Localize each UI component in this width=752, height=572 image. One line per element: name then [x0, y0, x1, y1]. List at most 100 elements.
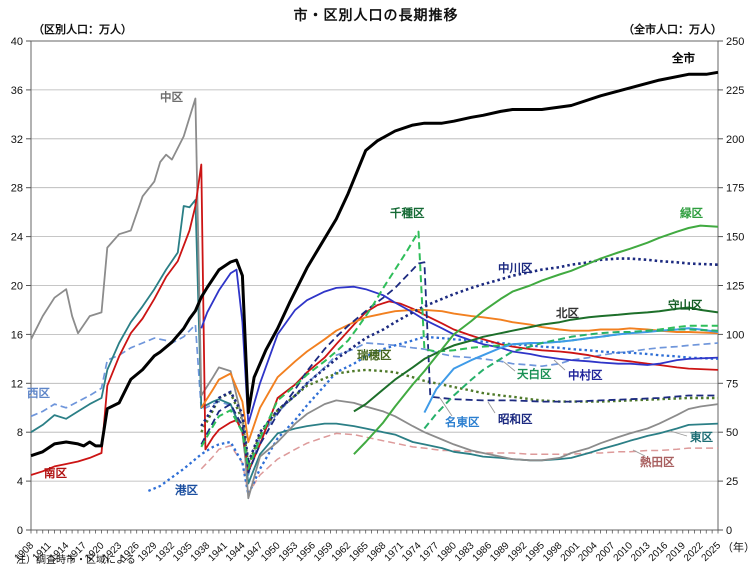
x-tick-label: 1932: [154, 540, 178, 564]
left-tick-label: 40: [11, 36, 23, 48]
series-label-chikusa: 千種区: [390, 206, 425, 220]
x-tick-label: 1938: [189, 540, 213, 564]
series-line-nishi: [30, 323, 719, 476]
series-line-higashi: [30, 198, 719, 485]
left-tick-label: 4: [17, 476, 23, 488]
series-label-nishi: 西区: [27, 387, 50, 400]
x-tick-label: 1971: [383, 540, 407, 564]
x-tick-label: 1956: [294, 540, 318, 564]
series-line-atsuta: [200, 432, 718, 495]
series-leader-meito: [439, 397, 453, 417]
right-tick-label: 100: [726, 329, 744, 341]
x-tick-label: 1977: [418, 540, 442, 564]
x-tick-label: 2007: [594, 540, 618, 564]
series-label-nakagawa: 中川区: [498, 261, 533, 275]
x-tick-label: 1965: [347, 540, 371, 564]
left-tick-label: 16: [11, 329, 23, 341]
x-tick-label: 1998: [541, 540, 565, 564]
series-line-mizuho: [200, 368, 718, 467]
series-line-tempaku: [423, 328, 719, 430]
left-tick-label: 36: [11, 85, 23, 97]
series-line-minami: [30, 163, 719, 476]
left-tick-label: 32: [11, 134, 23, 146]
series-line-nakagawa: [200, 257, 719, 465]
series-label-zenshi: 全市: [671, 51, 695, 65]
x-tick-label: 2001: [559, 540, 583, 564]
x-tick-label: 1983: [453, 540, 477, 564]
right-tick-label: 25: [726, 476, 738, 488]
x-tick-label: 1968: [365, 540, 389, 564]
left-tick-label: 24: [11, 232, 23, 244]
x-tick-label: 1962: [330, 540, 354, 564]
x-tick-label: 1935: [171, 540, 195, 564]
x-tick-label: 1947: [242, 540, 266, 564]
right-tick-label: 125: [726, 281, 744, 293]
right-tick-label: 150: [726, 232, 744, 244]
right-tick-label: 225: [726, 85, 744, 97]
right-tick-label: 0: [726, 525, 732, 537]
x-tick-label: 1992: [506, 540, 530, 564]
right-tick-label: 200: [726, 134, 744, 146]
x-tick-label: 2022: [682, 540, 706, 564]
x-tick-label: 2025: [700, 540, 724, 564]
x-tick-label: 1995: [523, 540, 547, 564]
series-label-higashi: 東区: [690, 430, 713, 444]
series-line-minato: [147, 335, 719, 496]
series-leader-tempaku: [503, 361, 516, 372]
x-tick-label: 1941: [206, 540, 230, 564]
x-tick-label: 1986: [471, 540, 495, 564]
series-line-nakamura: [200, 268, 719, 425]
series-label-showa: 昭和区: [498, 412, 533, 426]
right-tick-label: 75: [726, 378, 738, 390]
x-tick-label: 1953: [277, 540, 301, 564]
x-tick-label: 1959: [312, 540, 336, 564]
series-label-atsuta: 熱田区: [640, 455, 675, 469]
series-leader-atsuta: [632, 449, 646, 457]
footnote: 注）調査時市・区域による: [16, 555, 136, 566]
x-tick-label: 2016: [647, 540, 671, 564]
left-axis-unit-label: （区別人口：万人）: [33, 24, 132, 36]
x-tick-label: 1944: [224, 540, 248, 564]
series-label-mizuho: 瑞穂区: [357, 348, 392, 362]
left-tick-label: 0: [17, 525, 23, 537]
series-label-minami: 南区: [44, 466, 67, 480]
series-label-minato: 港区: [175, 483, 198, 497]
series-label-naka: 中区: [160, 90, 183, 104]
left-tick-label: 8: [17, 427, 23, 439]
series-label-nakamura: 中村区: [568, 368, 603, 382]
series-line-zenshi: [30, 70, 719, 458]
series-line-midori: [353, 224, 719, 455]
x-tick-label: 1989: [488, 540, 512, 564]
series-leader-nakamura: [553, 359, 566, 371]
left-tick-label: 28: [11, 183, 23, 195]
left-tick-label: 12: [11, 378, 23, 390]
x-tick-label: 1950: [259, 540, 283, 564]
series-line-showa: [200, 261, 718, 474]
series-line-kita: [200, 308, 719, 443]
x-tick-label: 2004: [576, 540, 600, 564]
chart-title: 市・区別人口の長期推移: [293, 7, 459, 23]
right-tick-label: 250: [726, 36, 744, 48]
series-line-moriyama: [353, 306, 719, 413]
x-axis-unit-label: （年）: [722, 540, 752, 554]
right-tick-label: 50: [726, 427, 738, 439]
x-tick-label: 1974: [400, 540, 424, 564]
series-label-meito: 名東区: [445, 415, 480, 429]
x-tick-label: 2010: [612, 540, 636, 564]
series-label-kita: 北区: [556, 306, 579, 320]
right-tick-label: 175: [726, 183, 744, 195]
series-label-moriyama: 守山区: [668, 298, 703, 312]
left-tick-label: 20: [11, 281, 23, 293]
series-line-naka: [30, 97, 719, 500]
x-tick-label: 2019: [664, 540, 688, 564]
series-leader-showa: [487, 401, 496, 414]
series-label-midori: 緑区: [680, 206, 703, 220]
x-tick-label: 1929: [136, 540, 160, 564]
right-axis-unit-label: （全市人口：万人）: [623, 24, 722, 36]
x-tick-label: 2013: [629, 540, 653, 564]
series-leader-higashi: [669, 430, 688, 437]
x-tick-label: 1980: [435, 540, 459, 564]
series-label-tempaku: 天白区: [517, 367, 552, 381]
